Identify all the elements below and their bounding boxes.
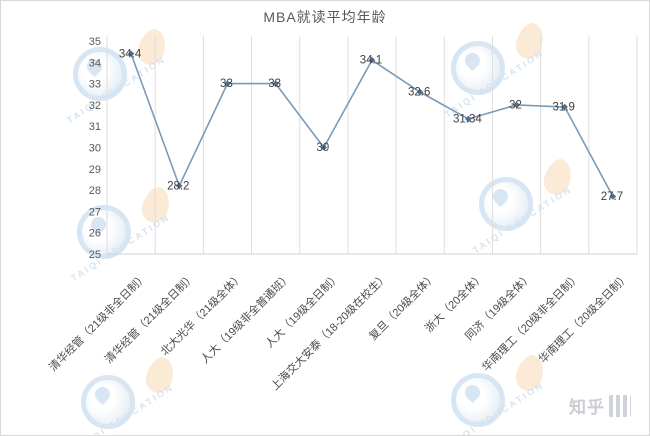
y-axis-tick-label: 29: [89, 164, 101, 176]
data-point-marker: [272, 80, 279, 87]
y-axis-tick-label: 26: [89, 228, 101, 240]
y-axis-tick-label: 32: [89, 100, 101, 112]
y-axis-tick-label: 33: [89, 79, 101, 91]
data-label: 27.7: [601, 191, 623, 203]
zhihu-text: 知乎: [569, 398, 605, 417]
data-label: 31.34: [453, 113, 482, 125]
data-point-marker: [465, 115, 472, 123]
y-axis-tick-label: 34: [89, 57, 101, 69]
data-label: 33: [268, 78, 281, 90]
zhihu-watermark: 知乎: [569, 393, 631, 418]
data-point-marker: [416, 88, 424, 96]
data-label: 33: [220, 78, 233, 90]
data-point-marker: [224, 80, 231, 87]
data-label: 30: [316, 142, 329, 154]
y-axis-tick-label: 30: [89, 143, 101, 155]
zhihu-icon: [609, 394, 631, 417]
data-label: 32: [509, 99, 522, 111]
y-axis-tick-label: 27: [89, 206, 101, 218]
data-label: 34.1: [360, 55, 382, 67]
y-axis-tick-label: 31: [89, 121, 101, 133]
data-point-marker: [127, 50, 135, 58]
data-label: 32.6: [408, 87, 430, 99]
data-point-marker: [176, 182, 183, 190]
y-axis-tick-label: 25: [89, 249, 101, 261]
chart-title: MBA就读平均年龄: [263, 9, 387, 25]
data-label: 34.4: [119, 48, 142, 60]
data-label: 31.9: [553, 102, 575, 114]
data-point-marker: [320, 144, 328, 151]
data-label: 28.2: [167, 180, 189, 192]
y-axis-tick-label: 35: [89, 36, 101, 48]
y-axis-tick-label: 28: [89, 185, 101, 197]
